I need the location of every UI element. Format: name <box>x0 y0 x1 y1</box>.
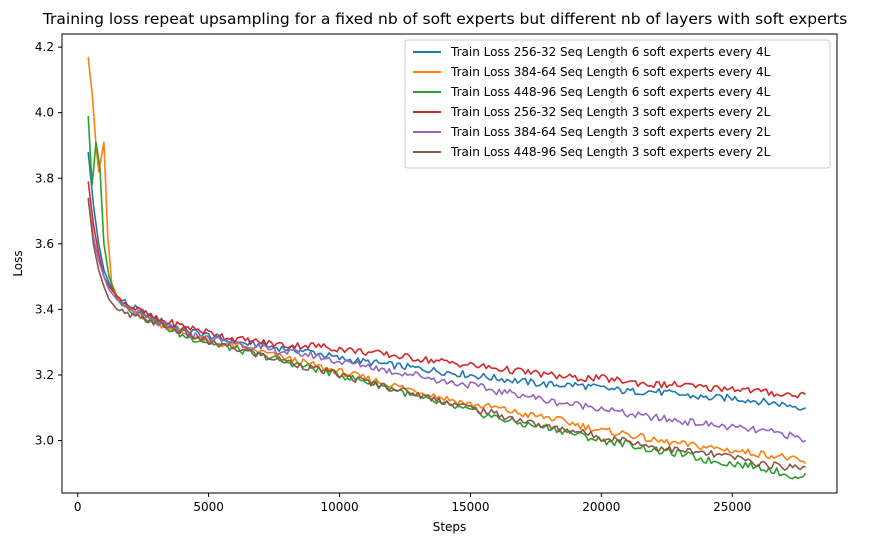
y-axis: 3.0 3.2 3.4 3.6 3.8 4.0 4.2 <box>35 40 62 448</box>
y-tick-label: 4.2 <box>35 40 54 54</box>
legend-box <box>404 39 831 169</box>
y-tick-label: 3.6 <box>35 237 54 251</box>
x-tick-label: 20000 <box>582 500 620 514</box>
series-line <box>87 197 806 443</box>
series-line <box>87 181 807 399</box>
series-group <box>87 56 807 480</box>
legend-label: Train Loss 384-64 Seq Length 3 soft expe… <box>450 125 771 139</box>
x-tick-label: 10000 <box>320 500 358 514</box>
legend-label: Train Loss 256-32 Seq Length 3 soft expe… <box>450 105 771 119</box>
y-axis-label: Loss <box>11 250 25 276</box>
x-axis: 0 5000 10000 15000 20000 25000 <box>74 493 751 514</box>
legend: Train Loss 256-32 Seq Length 6 soft expe… <box>404 39 831 169</box>
legend-label: Train Loss 256-32 Seq Length 6 soft expe… <box>450 45 771 59</box>
y-tick-label: 3.0 <box>35 434 54 448</box>
y-tick-label: 3.2 <box>35 368 54 382</box>
series-line <box>87 115 807 480</box>
series-line <box>87 197 806 471</box>
legend-label: Train Loss 384-64 Seq Length 6 soft expe… <box>450 65 771 79</box>
legend-label: Train Loss 448-96 Seq Length 3 soft expe… <box>450 145 771 159</box>
legend-label: Train Loss 448-96 Seq Length 6 soft expe… <box>450 85 771 99</box>
y-tick-label: 3.8 <box>35 171 54 185</box>
series-line <box>87 151 806 411</box>
y-tick-label: 3.4 <box>35 302 54 316</box>
x-tick-label: 25000 <box>713 500 751 514</box>
chart-title: Training loss repeat upsampling for a fi… <box>42 10 847 28</box>
x-tick-label: 15000 <box>451 500 489 514</box>
x-axis-label: Steps <box>433 520 467 534</box>
plot-frame <box>61 33 838 494</box>
x-tick-label: 5000 <box>193 500 224 514</box>
x-tick-label: 0 <box>74 500 82 514</box>
y-tick-label: 4.0 <box>35 106 54 120</box>
